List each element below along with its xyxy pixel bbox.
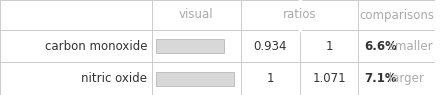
Text: 1: 1 bbox=[325, 40, 333, 53]
Text: 7.1%: 7.1% bbox=[364, 72, 397, 85]
Text: smaller: smaller bbox=[385, 40, 432, 53]
Text: larger: larger bbox=[385, 72, 424, 85]
Bar bbox=[156, 39, 224, 53]
Text: 6.6%: 6.6% bbox=[364, 40, 397, 53]
Text: carbon monoxide: carbon monoxide bbox=[45, 40, 148, 53]
Text: 1: 1 bbox=[266, 72, 274, 85]
Text: 0.934: 0.934 bbox=[253, 40, 287, 53]
Text: 1.071: 1.071 bbox=[312, 72, 346, 85]
Text: ratios: ratios bbox=[283, 8, 316, 21]
Text: nitric oxide: nitric oxide bbox=[82, 72, 148, 85]
Text: comparisons: comparisons bbox=[359, 8, 434, 21]
Bar bbox=[156, 72, 234, 86]
Text: visual: visual bbox=[179, 8, 214, 21]
